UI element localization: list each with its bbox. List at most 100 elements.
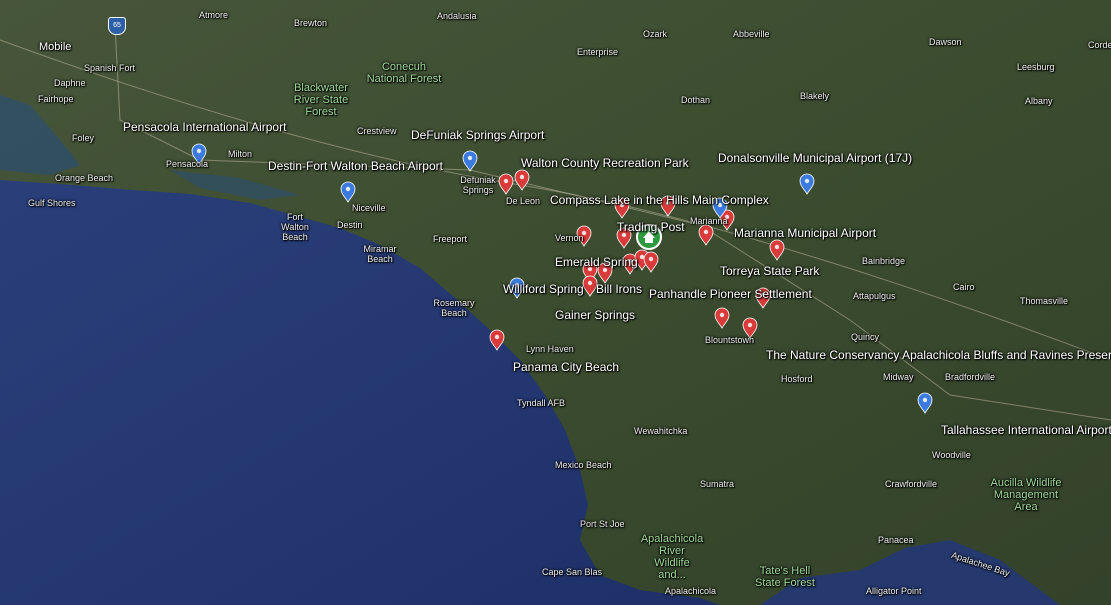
place-label: Hosford: [781, 374, 813, 384]
airport-pin[interactable]: [191, 143, 207, 165]
red-pin[interactable]: [719, 209, 735, 231]
home-marker[interactable]: [636, 224, 662, 250]
park-label: Aucilla Wildlife Management Area: [990, 477, 1062, 514]
place-label: Albany: [1025, 96, 1053, 106]
poi-label[interactable]: Panama City Beach: [513, 360, 620, 374]
poi-label[interactable]: Donalsonville Municipal Airport (17J): [718, 151, 913, 165]
place-label: Vernon: [555, 233, 584, 243]
airport-pin[interactable]: [712, 197, 728, 219]
place-label: Wewahitchka: [634, 426, 688, 436]
place-label: Crawfordville: [885, 479, 938, 489]
place-label: Cairo: [953, 282, 975, 292]
place-label: De Leon: [506, 196, 541, 206]
red-pin[interactable]: [622, 253, 638, 275]
poi-label[interactable]: DeFuniak Springs Airport: [411, 128, 545, 142]
poi-label[interactable]: Pensacola International Airport: [123, 120, 287, 134]
place-label: Destin: [337, 220, 363, 230]
place-label: Miramar Beach: [363, 244, 397, 264]
place-label: Cape San Blas: [542, 567, 603, 577]
poi-label[interactable]: Gainer Springs: [555, 308, 636, 322]
place-label: Bainbridge: [862, 256, 906, 266]
red-pin[interactable]: [514, 169, 530, 191]
airport-pin[interactable]: [509, 277, 525, 299]
red-pin[interactable]: [742, 317, 758, 339]
place-label: Ozark: [643, 29, 668, 39]
place-label: Marianna: [690, 216, 728, 226]
poi-label[interactable]: Destin-Fort Walton Beach Airport: [268, 159, 443, 173]
red-pin[interactable]: [643, 251, 659, 273]
red-pin[interactable]: [614, 197, 630, 219]
gulf-of-mexico: [0, 180, 720, 605]
place-label: Abbeville: [733, 29, 770, 39]
red-pin[interactable]: [755, 287, 771, 309]
park-label: Tate's Hell State Forest: [755, 565, 815, 590]
poi-label[interactable]: Emerald Spring: [555, 255, 638, 269]
place-label: Attapulgus: [853, 291, 896, 301]
place-label: Mexico Beach: [555, 460, 612, 470]
poi-label[interactable]: The Nature Conservancy Apalachicola Bluf…: [766, 348, 1111, 362]
place-label: Mobile: [39, 41, 72, 53]
poi-label[interactable]: Marianna Municipal Airport: [734, 226, 877, 240]
poi-label[interactable]: Panhandle Pioneer Settlement: [649, 287, 812, 301]
place-label: Niceville: [352, 203, 386, 213]
airport-pin[interactable]: [462, 150, 478, 172]
place-label: Panacea: [878, 535, 914, 545]
place-label: Orange Beach: [55, 173, 114, 183]
place-label: Dothan: [681, 95, 711, 105]
airport-pin[interactable]: [799, 173, 815, 195]
red-pin[interactable]: [576, 225, 592, 247]
place-label: Lynn Haven: [526, 344, 574, 354]
poi-label[interactable]: Tallahassee International Airport: [941, 423, 1111, 437]
place-label: Dawson: [929, 37, 962, 47]
place-label: Fort Walton Beach: [281, 212, 309, 242]
place-label: Woodville: [932, 450, 971, 460]
place-label: Spanish Fort: [84, 63, 136, 73]
poi-label[interactable]: Williford Spring: [503, 282, 584, 296]
red-pin[interactable]: [498, 173, 514, 195]
place-label: Atmore: [199, 10, 229, 20]
place-label: Defuniak Springs: [460, 175, 496, 195]
red-pin[interactable]: [698, 224, 714, 246]
bay: [170, 170, 300, 200]
place-label: Bradfordville: [945, 372, 996, 382]
red-pin[interactable]: [616, 227, 632, 249]
red-pin[interactable]: [769, 239, 785, 261]
highway-shield: 65: [108, 17, 126, 35]
airport-pin[interactable]: [340, 181, 356, 203]
place-label: Daphne: [54, 78, 86, 88]
place-label: Thomasville: [1020, 296, 1069, 306]
red-pin[interactable]: [714, 307, 730, 329]
place-label: Leesburg: [1017, 62, 1055, 72]
place-label: Rosemary Beach: [433, 298, 475, 318]
place-label: Gulf Shores: [28, 198, 76, 208]
place-label: Crestview: [357, 126, 397, 136]
poi-label[interactable]: Torreya State Park: [720, 264, 820, 278]
place-label: Freeport: [433, 234, 468, 244]
place-label: Enterprise: [577, 47, 619, 57]
park-label: Apalachicola River Wildlife and...: [640, 533, 704, 582]
red-pin[interactable]: [582, 275, 598, 297]
park-label: Blackwater River State Forest: [293, 82, 349, 119]
mobile-bay: [0, 95, 80, 175]
red-pin[interactable]: [489, 329, 505, 351]
place-label: Andalusia: [437, 11, 477, 21]
airport-pin[interactable]: [917, 392, 933, 414]
poi-label[interactable]: Walton County Recreation Park: [521, 156, 689, 170]
place-label: Apalachicola: [665, 586, 717, 596]
place-label: Tyndall AFB: [517, 398, 566, 408]
place-label: Midway: [883, 372, 914, 382]
place-label: Corde: [1088, 40, 1111, 50]
place-label: Fairhope: [38, 94, 74, 104]
red-pin[interactable]: [660, 195, 676, 217]
park-label: Conecuh National Forest: [366, 61, 442, 86]
place-label: Milton: [228, 149, 253, 159]
poi-label[interactable]: Compass Lake in the Hills Main Complex: [550, 193, 769, 207]
poi-label[interactable]: Trading Post: [617, 220, 685, 234]
place-label: Pensacola: [166, 159, 209, 169]
place-label: Sumatra: [700, 479, 735, 489]
red-pin[interactable]: [597, 262, 613, 284]
place-label: Quincy: [851, 332, 880, 342]
poi-label[interactable]: Bill Irons: [596, 282, 643, 296]
